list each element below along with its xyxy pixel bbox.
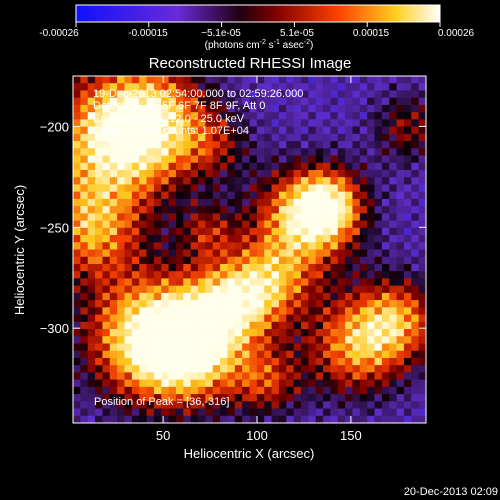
x-tick-label: 50 <box>156 428 170 443</box>
observation-info: 19-Dec-2013 02:54:00.000 to 02:59:26.000… <box>93 88 303 138</box>
colorbar-tick-label: 0.00015 <box>353 28 390 39</box>
chart-title: Reconstructed RHESSI Image <box>149 55 352 72</box>
peak-position: Position of Peak = [36,-316] <box>94 396 230 408</box>
heatmap-image <box>73 76 426 423</box>
footer-date: 20-Dec-2013 02:09 <box>404 486 498 498</box>
detectors: Detectors: 3F 5F 6F 7F 8F 9F, Att 0 <box>93 100 266 113</box>
y-tick-label: −300 <box>40 321 69 336</box>
x-axis-label: Heliocentric X (arcsec) <box>184 446 315 461</box>
y-axis-ticks <box>73 125 426 329</box>
colorbar-tick-label: -0.00015 <box>128 28 168 39</box>
colorbar-units: (photons cm-2 s-1 asec-2) <box>205 39 314 51</box>
y-axis-label: Heliocentric Y (arcsec) <box>12 185 27 315</box>
colorbar-tick-label: 5.1e-05 <box>280 28 314 39</box>
y-tick-label: −200 <box>40 119 69 134</box>
x-tick-label: 100 <box>246 428 268 443</box>
x-axis-ticks <box>162 76 352 423</box>
plot-frame <box>72 75 427 424</box>
colorbar-tick-label: −5.1e-05 <box>201 28 241 39</box>
y-tick-label: −250 <box>40 220 69 235</box>
colorbar-tick-label: 0.00026 <box>438 28 475 39</box>
algorithm-counts: Clean Total counts: 1.07E+04 <box>93 125 250 138</box>
colorbar <box>75 4 441 23</box>
colorbar-ticks <box>75 22 441 27</box>
time-range: 19-Dec-2013 02:54:00.000 to 02:59:26.000 <box>93 88 304 100</box>
x-tick-label: 150 <box>340 428 362 443</box>
colorbar-tick-label: -0.00026 <box>39 28 79 39</box>
energy-range: Energy Range: 12.0 - 25.0 keV <box>93 112 245 125</box>
